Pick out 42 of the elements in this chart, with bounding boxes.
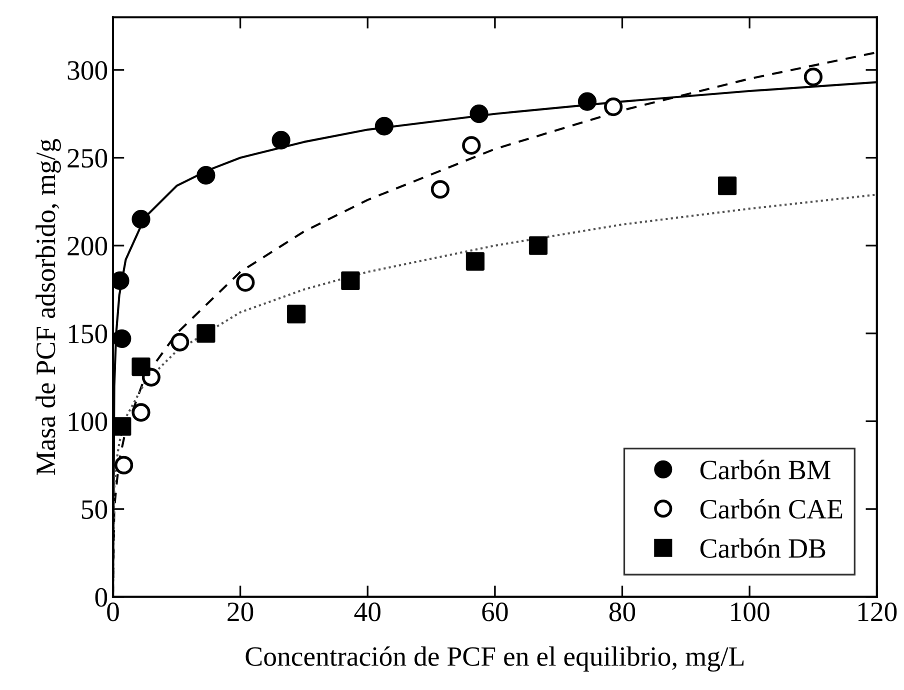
point: [132, 403, 150, 422]
point: [374, 116, 394, 136]
y-tick-label: 300: [68, 61, 108, 80]
x-tick-label: 0: [107, 602, 119, 622]
point: [430, 180, 450, 199]
point: [196, 324, 216, 343]
y-tick-label: 150: [68, 324, 108, 344]
point: [528, 236, 548, 255]
y-tick-label: 200: [68, 236, 108, 256]
point: [466, 252, 485, 271]
point: [132, 357, 150, 376]
y-tick-label: 50: [82, 500, 108, 519]
x-tick-label: 100: [731, 602, 770, 622]
legend-label: Carbón CAE: [700, 499, 842, 519]
point: [132, 210, 150, 229]
x-tick-label: 40: [354, 602, 380, 622]
x-tick-label: 20: [228, 602, 254, 622]
x-tick-label: 120: [858, 602, 897, 622]
x-tick-label: 80: [609, 602, 636, 622]
point: [287, 304, 306, 324]
point: [718, 176, 737, 196]
point: [113, 329, 132, 348]
point: [272, 130, 290, 150]
point: [170, 332, 190, 352]
legend-label: Carbón BM: [700, 460, 830, 480]
point: [470, 104, 488, 124]
y-tick-label: 100: [68, 412, 108, 432]
y-axis-title: Masa de PCF adsorbido, mg/g: [36, 138, 61, 475]
x-axis-title: Concentración de PCF en el equilibrio, mg/L: [246, 646, 744, 672]
point: [236, 273, 255, 292]
point: [113, 417, 132, 436]
point: [604, 98, 623, 116]
point: [196, 166, 216, 185]
point: [804, 68, 823, 86]
point: [578, 92, 597, 111]
y-tick-label: 250: [68, 148, 108, 168]
point: [341, 271, 360, 290]
y-tick-label: 0: [95, 588, 108, 607]
legend-label: Carbón DB: [700, 538, 826, 558]
x-tick-label: 60: [482, 602, 508, 622]
point: [462, 136, 481, 155]
point: [114, 456, 134, 474]
